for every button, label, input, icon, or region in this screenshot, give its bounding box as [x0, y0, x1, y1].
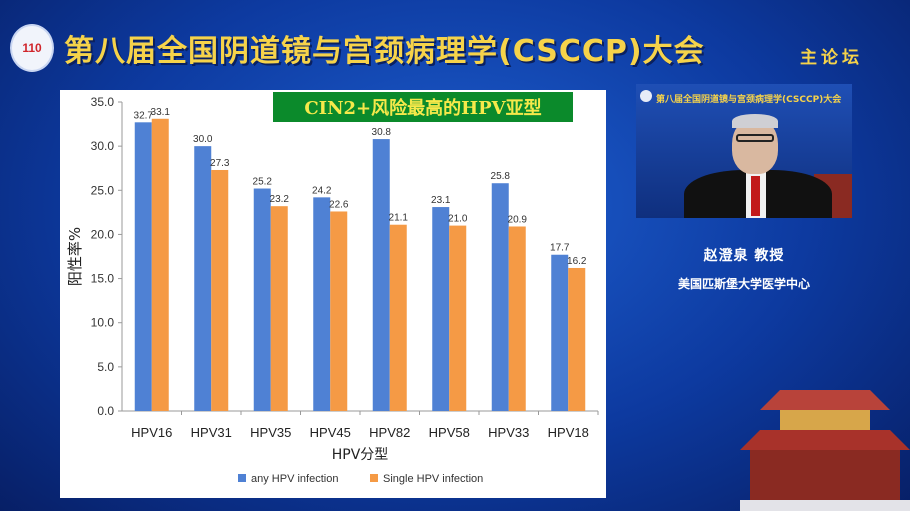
y-tick-label: 0.0: [97, 404, 114, 418]
y-axis-title: 阳性率%: [66, 227, 84, 286]
data-label: 25.2: [253, 177, 273, 188]
data-label: 21.0: [448, 214, 468, 225]
data-label: 23.2: [270, 194, 290, 205]
data-label: 30.8: [372, 127, 392, 138]
x-tick-label: HPV18: [548, 425, 589, 440]
legend-label: any HPV infection: [251, 473, 338, 485]
conference-title: 第八届全国阴道镜与宫颈病理学(CSCCP)大会: [64, 34, 705, 69]
x-tick-label: HPV31: [191, 425, 232, 440]
video-banner-title: 第八届全国阴道镜与宫颈病理学(CSCCP)大会: [656, 95, 842, 105]
data-label: 16.2: [567, 256, 587, 267]
legend-label: Single HPV infection: [383, 473, 483, 485]
y-tick-label: 15.0: [91, 272, 115, 286]
bar-any-infection: [551, 254, 569, 411]
bar-any-infection: [253, 188, 271, 411]
bar-any-infection: [134, 122, 152, 411]
bar-any-infection: [194, 146, 212, 411]
legend-swatch: [238, 474, 246, 482]
x-tick-label: HPV33: [488, 425, 529, 440]
palace-decoration: [740, 390, 910, 511]
bar-single-infection: [568, 267, 586, 411]
bar-any-infection: [313, 197, 331, 411]
bar-single-infection: [270, 206, 288, 411]
conference-logo: 110: [10, 24, 54, 72]
slide-banner: CIN2+风险最高的HPV亚型: [273, 92, 573, 122]
data-label: 17.7: [550, 243, 570, 254]
bar-single-infection: [389, 224, 407, 411]
y-tick-label: 10.0: [91, 316, 115, 330]
legend-swatch: [370, 474, 378, 482]
y-tick-label: 30.0: [91, 139, 115, 153]
speaker-video: 第八届全国阴道镜与宫颈病理学(CSCCP)大会: [636, 84, 852, 218]
speaker-name: 赵澄泉 教授: [703, 248, 785, 264]
x-tick-label: HPV45: [310, 425, 351, 440]
data-label: 24.2: [312, 185, 332, 196]
data-label: 27.3: [210, 158, 230, 169]
x-axis-title: HPV分型: [332, 447, 389, 463]
x-tick-label: HPV16: [131, 425, 172, 440]
bar-single-infection: [330, 211, 348, 411]
x-tick-label: HPV58: [429, 425, 470, 440]
bar-any-infection: [372, 139, 390, 411]
bar-chart: 0.0 5.0 10.0 15.0 20.0 25.0 30.0 35.0 32.733.1 HP…: [66, 95, 599, 485]
slide-banner-text: CIN2+风险最高的HPV亚型: [304, 98, 542, 119]
forum-label: 主论坛: [800, 48, 863, 68]
data-label: 21.1: [389, 213, 409, 224]
bar-single-infection: [151, 118, 169, 411]
data-label: 33.1: [151, 107, 171, 118]
x-tick-label: HPV35: [250, 425, 291, 440]
bar-single-infection: [211, 169, 229, 411]
bar-single-infection: [449, 225, 467, 411]
logo-text: 110: [22, 41, 42, 55]
data-label: 30.0: [193, 134, 213, 145]
data-label: 23.1: [431, 195, 451, 206]
presentation-slide: 0.0 5.0 10.0 15.0 20.0 25.0 30.0 35.0 32.7 33.1 HP…: [60, 90, 606, 498]
x-tick-label: HPV82: [369, 425, 410, 440]
data-label: 22.6: [329, 199, 349, 210]
y-tick-label: 5.0: [97, 360, 114, 374]
data-label: 32.7: [134, 110, 154, 121]
glasses-icon: [736, 134, 774, 142]
data-label: 20.9: [508, 214, 528, 225]
data-label: 25.8: [491, 171, 511, 182]
speaker-org: 美国匹斯堡大学医学中心: [677, 277, 810, 291]
y-tick-label: 25.0: [91, 183, 115, 197]
video-logo-icon: [640, 90, 652, 102]
y-tick-label: 20.0: [91, 227, 115, 241]
person-tie: [751, 176, 760, 216]
bar-single-infection: [508, 226, 526, 411]
person-hair: [732, 114, 778, 128]
bar-any-infection: [491, 183, 509, 411]
bar-any-infection: [432, 207, 450, 411]
y-tick-label: 35.0: [91, 95, 115, 109]
